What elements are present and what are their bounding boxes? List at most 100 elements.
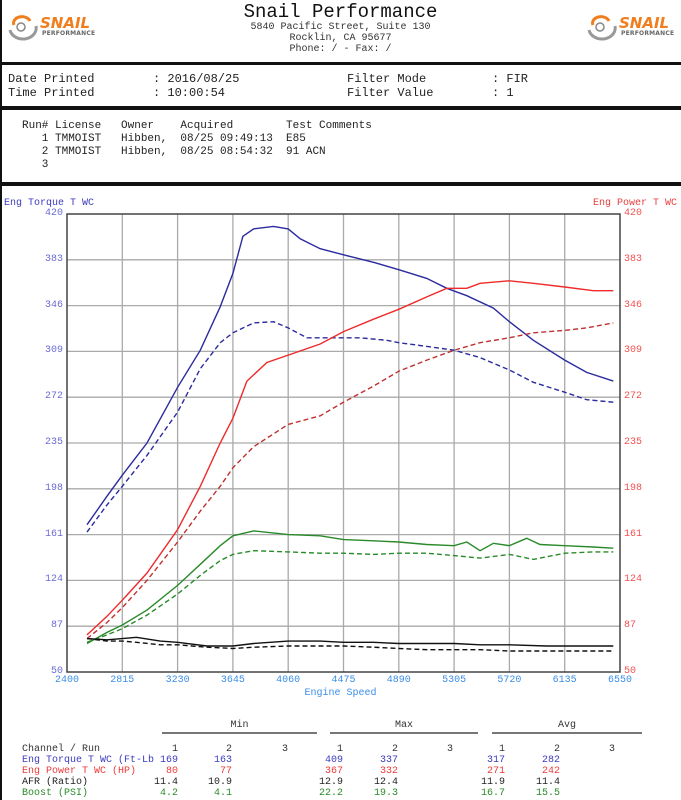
y-tick-left: 161 [44, 528, 63, 540]
logo-text: SNAIL [619, 14, 670, 32]
series-line [86, 637, 614, 652]
logo-text: SNAIL [40, 14, 91, 32]
stats-group-min: Min [230, 720, 249, 731]
address-line-2: Rocklin, CA 95677 [289, 33, 392, 44]
stats-cell-avg: 15.5 [535, 788, 560, 799]
filter-value-label: Filter Value [347, 86, 434, 100]
run-row: 1 TMMOIST Hibben, 08/25 09:49:13 E85 [22, 133, 306, 145]
plot-border [66, 213, 621, 673]
stats-cell-max: 367 [324, 766, 343, 777]
phone-fax-line: Phone: / - Fax: / [289, 44, 392, 55]
y-tick-left: 50 [50, 666, 63, 677]
series-line [86, 320, 614, 533]
time-printed-label: Time Printed [8, 86, 95, 100]
stats-cell-max: 409 [324, 755, 343, 766]
report-header: SNAIL PERFORMANCE Snail Performance 5840… [0, 0, 681, 62]
stats-cell-min: 80 [165, 766, 178, 777]
series-line [86, 322, 614, 640]
y-tick-right: 198 [624, 482, 643, 494]
stats-cell-avg: 271 [486, 766, 505, 777]
run-column-header: 2 [553, 744, 560, 755]
filter-mode-value: : FIR [492, 72, 529, 86]
x-tick: 4890 [386, 675, 411, 686]
y-tick-left: 198 [44, 482, 63, 494]
x-tick: 6135 [552, 675, 577, 686]
run-column-header: 1 [171, 744, 178, 755]
stats-cell-min: 4.2 [159, 788, 178, 799]
stats-group-avg: Avg [557, 720, 576, 731]
stats-cell-min: 169 [159, 755, 178, 766]
run-column-header: 3 [281, 744, 288, 755]
stats-row-label: AFR (Ratio) [22, 777, 89, 788]
divider [0, 62, 681, 65]
y-tick-left: 235 [44, 437, 63, 448]
y-tick-left: 383 [44, 253, 63, 265]
x-tick: 6550 [607, 675, 632, 686]
stats-row-label: Eng Torque T WC (Ft-Lb [22, 755, 155, 766]
snail-logo-right: SNAIL PERFORMANCE [585, 12, 674, 44]
x-axis-label: Engine Speed [304, 688, 377, 699]
stats-cell-min: 4.1 [213, 788, 232, 799]
x-tick: 2400 [54, 675, 79, 686]
stats-cell-avg: 282 [541, 755, 560, 766]
x-tick: 4475 [331, 675, 356, 686]
y-axis-title-left: Eng Torque T WC [4, 198, 95, 209]
y-tick-right: 383 [624, 253, 643, 265]
stats-cell-avg: 11.9 [480, 777, 505, 788]
y-tick-right: 50 [624, 666, 637, 677]
run-column-header: 2 [225, 744, 232, 755]
series-line [86, 530, 614, 645]
date-printed-label: Date Printed [8, 72, 95, 86]
stats-cell-max: 19.3 [373, 788, 398, 799]
stats-header-label: Channel / Run [22, 744, 101, 755]
y-tick-left: 272 [44, 391, 63, 403]
run-row: 3 [22, 159, 49, 171]
stats-row-label: Eng Power T WC (HP) [22, 766, 137, 777]
filter-mode-label: Filter Mode [347, 72, 427, 86]
stats-row-label: Boost (PSI) [22, 788, 89, 799]
stats-cell-max: 12.9 [318, 777, 343, 788]
snail-shell-icon [8, 15, 38, 41]
run-row: 2 TMMOIST Hibben, 08/25 08:54:32 91 ACN [22, 146, 326, 158]
divider [0, 182, 681, 186]
y-tick-right: 420 [624, 208, 643, 219]
x-tick: 5305 [442, 675, 467, 686]
y-tick-right: 124 [624, 574, 643, 586]
address-line-1: 5840 Pacific Street, Suite 130 [250, 22, 431, 33]
series-line [86, 636, 614, 647]
series-line [86, 225, 614, 526]
stats-cell-max: 337 [379, 755, 398, 766]
snail-logo-left: SNAIL PERFORMANCE [6, 12, 95, 44]
y-tick-left: 124 [44, 574, 63, 586]
y-tick-left: 87 [50, 620, 63, 632]
x-tick: 3645 [220, 675, 245, 686]
stats-cell-min: 77 [219, 766, 232, 777]
logo-subtext: PERFORMANCE [621, 30, 675, 37]
group-underline [492, 732, 642, 734]
stats-cell-max: 12.4 [373, 777, 398, 788]
run-column-header: 1 [498, 744, 505, 755]
y-tick-right: 235 [624, 437, 643, 448]
y-tick-right: 161 [624, 528, 643, 540]
x-tick: 5720 [497, 675, 522, 686]
group-underline [162, 732, 317, 734]
y-tick-right: 87 [624, 620, 637, 632]
stats-cell-min: 10.9 [207, 777, 232, 788]
stats-cell-avg: 16.7 [480, 788, 505, 799]
x-tick: 3230 [165, 675, 190, 686]
company-name: Snail Performance [243, 1, 438, 23]
series-line [86, 280, 614, 636]
stats-group-max: Max [394, 720, 413, 731]
stats-cell-min: 11.4 [153, 777, 178, 788]
x-tick: 2815 [110, 675, 135, 686]
page-border [0, 0, 2, 800]
y-axis-title-right: Eng Power T WC [592, 198, 677, 209]
series-line [86, 549, 614, 643]
filter-value-value: : 1 [492, 86, 514, 100]
snail-shell-icon [587, 15, 617, 41]
runs-header: Run# License Owner Acquired Test Comment… [22, 120, 372, 132]
plot-area [66, 213, 621, 673]
y-tick-right: 309 [624, 345, 643, 357]
run-column-header: 3 [446, 744, 453, 755]
y-tick-left: 420 [44, 208, 63, 219]
